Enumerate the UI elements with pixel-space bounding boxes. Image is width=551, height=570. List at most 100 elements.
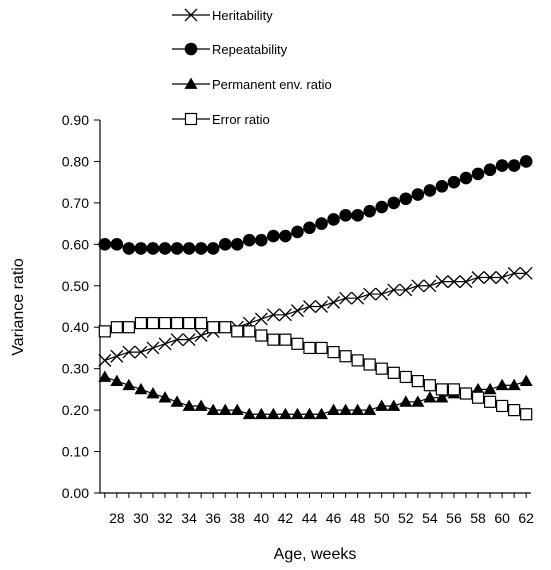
repeatability-point [303,221,316,235]
repeatability-point [411,188,425,201]
permanent-env-ratio-point [242,407,256,420]
x-tick-label: 52 [398,510,414,526]
permanent-env-ratio-point [411,395,425,407]
repeatability-point [351,209,364,222]
permanent-env-ratio-point [110,374,124,386]
y-tick-label: 0.60 [62,236,89,252]
heritability-point [351,291,365,305]
x-axis-title: Age, weeks [274,546,357,563]
y-tick-label: 0.10 [62,444,89,460]
heritability-point [387,283,401,297]
error-ratio-point [375,362,388,375]
error-ratio-points [98,316,533,421]
legend-item-permanent-env-ratio: Permanent env. ratio [172,77,332,92]
permanent-env-ratio-point [194,399,208,411]
error-ratio-point [158,316,172,330]
error-ratio-point [327,345,340,359]
repeatability-point [495,159,509,172]
legend-item-repeatability: Repeatability [172,42,288,57]
permanent-env-ratio-point [507,378,521,391]
error-ratio-point [496,399,509,413]
error-ratio-point [363,358,376,371]
repeatability-point [230,238,244,251]
y-tick-label: 0.20 [62,402,89,418]
error-ratio-point [267,333,280,346]
permanent-env-ratio-point [495,378,509,391]
heritability-point [158,337,172,351]
x-tick-label: 50 [374,510,390,526]
error-ratio-point [291,337,304,350]
legend-label: Permanent env. ratio [212,77,332,92]
repeatability-point [423,184,437,197]
error-ratio-point [459,387,473,400]
error-ratio-point [134,316,148,330]
repeatability-point [435,180,449,193]
repeatability-point [98,238,112,251]
error-ratio-point [399,370,412,384]
legend-label: Heritability [212,8,273,23]
permanent-env-ratio-point [146,387,160,399]
permanent-env-ratio-point [339,403,353,415]
repeatability-point [170,242,184,255]
error-ratio-point [243,325,256,338]
heritability-point [170,333,184,347]
repeatability-point [447,175,461,189]
heritability-point [459,275,473,289]
heritability-point [182,333,196,347]
x-tick-label: 36 [205,510,221,526]
repeatability-point [363,204,376,218]
legend-marker [184,42,198,56]
heritability-point [254,312,268,326]
repeatability-point [110,238,124,251]
repeatability-point [158,242,172,255]
heritability-point [315,300,328,313]
heritability-point [495,271,509,284]
error-ratio-point [423,379,436,392]
permanent-env-ratio-point [266,407,280,420]
repeatability-point [194,242,208,255]
permanent-env-ratio-point [98,370,112,382]
y-tick-label: 0.70 [62,195,89,211]
repeatability-point [387,196,401,210]
error-ratio-point [520,408,533,421]
repeatability-point [182,242,196,255]
repeatability-point [375,200,389,214]
repeatability-point [279,229,292,243]
x-axis-ticks: 28 30 32 34 36 38 40 42 44 46 48 50 52 54 56 58 60 62 [104,493,534,526]
x-tick-label: 60 [494,510,510,526]
x-tick-label: 34 [181,510,197,526]
legend-marker [184,77,198,89]
permanent-env-ratio-point [471,382,485,395]
error-ratio-point [508,404,521,417]
permanent-env-ratio-point [387,399,401,411]
repeatability-point [399,192,413,206]
y-tick-label: 0.30 [62,361,89,377]
permanent-env-ratio-point [375,399,389,411]
heritability-point [447,275,461,289]
y-tick-label: 0.40 [62,319,89,335]
permanent-env-ratio-point [290,407,304,420]
x-tick-label: 30 [133,510,149,526]
heritability-point [110,349,124,363]
permanent-env-ratio-point [158,391,172,403]
heritability-point [363,287,377,301]
legend: Heritability Repeatability Permanent env. … [172,8,332,127]
error-ratio-point [447,383,461,396]
x-tick-label: 58 [470,510,486,526]
heritability-point [122,345,136,359]
error-ratio-point [98,325,111,338]
permanent-env-ratio-point [122,378,136,391]
repeatability-point [267,229,280,243]
heritability-point [266,308,280,322]
heritability-point [98,353,112,367]
permanent-env-ratio-point [315,407,329,420]
heritability-point [327,295,341,309]
y-tick-label: 0.50 [62,278,89,294]
repeatability-point [134,242,148,255]
error-ratio-point [182,316,196,330]
permanent-env-ratio-point [134,382,148,395]
heritability-point [290,304,304,318]
permanent-env-ratio-point [182,399,196,411]
heritability-point [146,341,160,355]
